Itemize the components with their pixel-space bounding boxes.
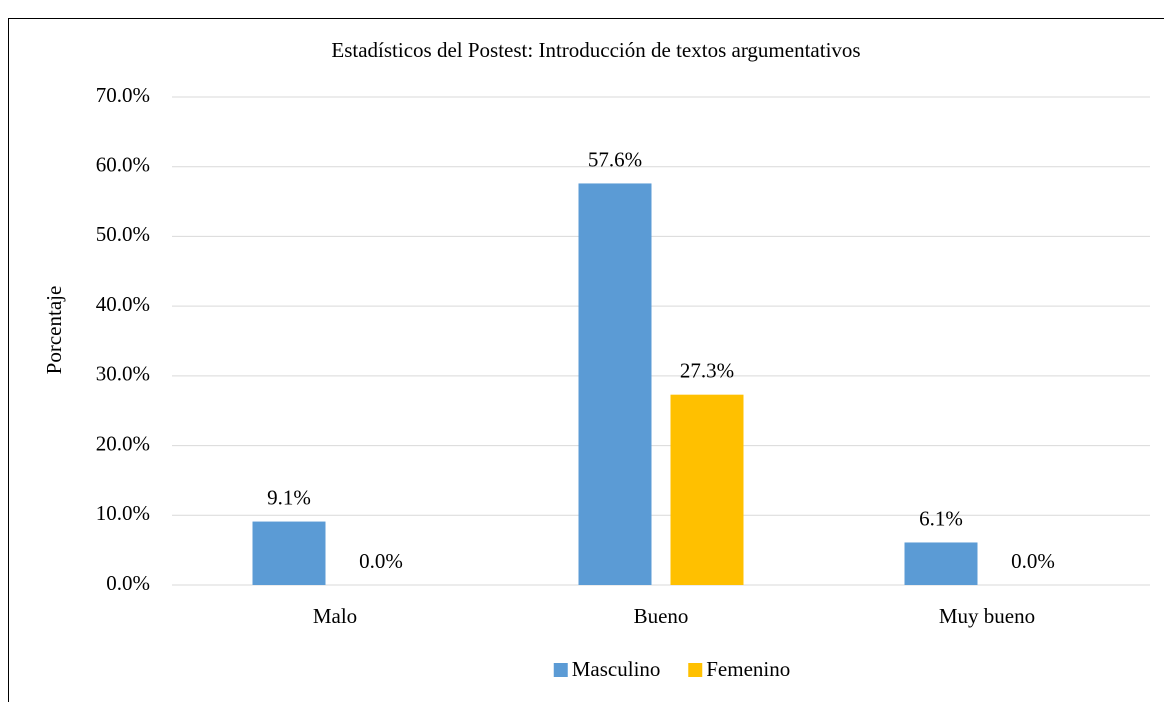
- legend-swatch: [688, 663, 703, 677]
- bar: [904, 542, 978, 585]
- value-label: 57.6%: [588, 147, 642, 171]
- x-tick-label: Bueno: [634, 604, 689, 628]
- y-tick-label: 60.0%: [96, 153, 150, 177]
- y-axis-label: Porcentaje: [42, 286, 66, 375]
- bar: [252, 521, 326, 585]
- y-tick-label: 0.0%: [106, 571, 150, 595]
- bar: [670, 394, 744, 585]
- value-label: 27.3%: [680, 358, 734, 382]
- chart-title: Estadísticos del Postest: Introducción d…: [331, 38, 860, 62]
- x-tick-label: Muy bueno: [939, 604, 1035, 628]
- legend-label: Femenino: [706, 657, 790, 681]
- y-tick-label: 10.0%: [96, 501, 150, 525]
- value-label: 6.1%: [919, 506, 963, 530]
- y-tick-label: 20.0%: [96, 431, 150, 455]
- y-tick-label: 70.0%: [96, 83, 150, 107]
- value-label: 0.0%: [359, 549, 403, 573]
- legend-swatch: [553, 663, 568, 677]
- legend-label: Masculino: [572, 657, 661, 681]
- value-label: 9.1%: [267, 485, 311, 509]
- y-tick-label: 50.0%: [96, 222, 150, 246]
- y-tick-label: 30.0%: [96, 362, 150, 386]
- value-label: 0.0%: [1011, 549, 1055, 573]
- x-tick-label: Malo: [313, 604, 357, 628]
- bar: [578, 183, 652, 585]
- y-tick-label: 40.0%: [96, 292, 150, 316]
